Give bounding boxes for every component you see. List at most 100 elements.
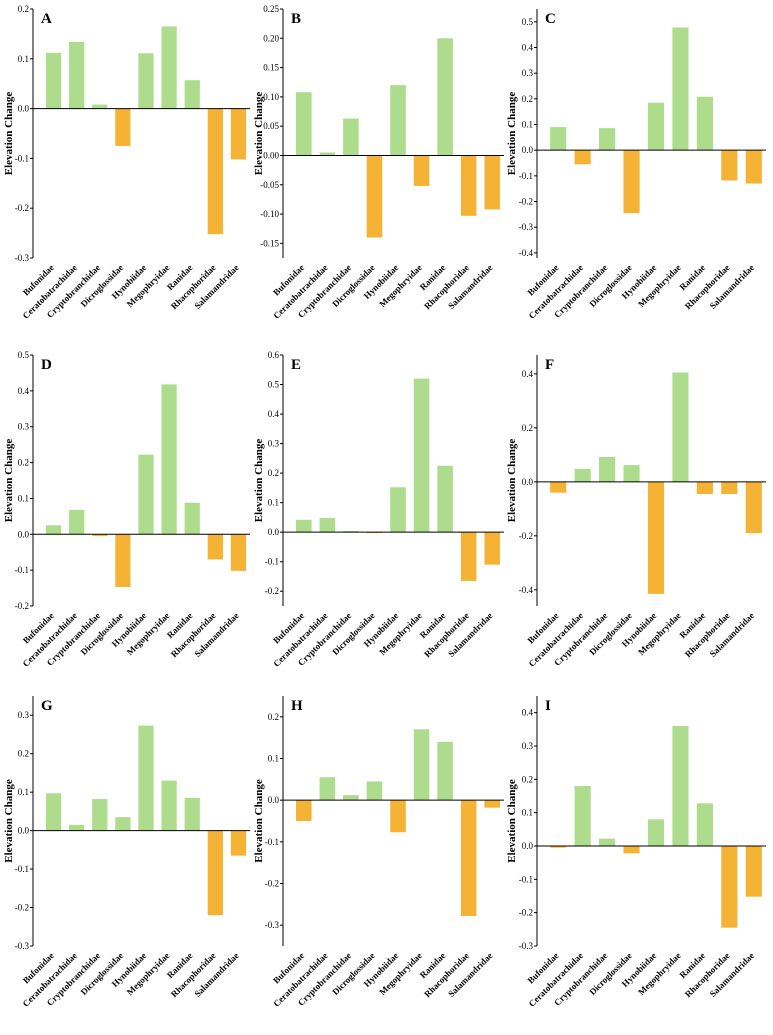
bar-H-ranidae — [437, 741, 453, 801]
bar-C-ranidae — [696, 96, 713, 151]
bar-A-cryptobranchidae — [92, 104, 108, 109]
y-tick-label: 0.3 — [268, 439, 280, 449]
y-tick-label: -0.2 — [519, 531, 533, 541]
bar-F-hynobiidae — [647, 481, 665, 594]
y-tick-label: 0.5 — [268, 380, 280, 390]
bar-E-ranidae — [437, 465, 453, 533]
bar-A-rhacophoridae — [207, 108, 223, 235]
y-tick-label: 0.2 — [18, 749, 29, 759]
bar-H-dicroglossidae — [366, 781, 383, 801]
bar-G-hynobiidae — [138, 725, 154, 831]
bar-A-ranidae — [184, 80, 200, 109]
y-tick-label: -0.1 — [15, 565, 29, 575]
y-tick-label: -0.2 — [519, 908, 533, 918]
bar-B-dicroglossidae — [366, 155, 383, 238]
y-tick-label: 0.1 — [18, 787, 29, 797]
y-axis-label: Elevation Change — [253, 92, 265, 176]
bar-G-cryptobranchidae — [92, 799, 108, 831]
y-tick-label: 0.5 — [522, 17, 534, 27]
bar-C-dicroglossidae — [623, 150, 640, 214]
panel-C: BufonidaeCeratobatrachidaeCryptobranchid… — [506, 9, 766, 321]
bar-C-megophryidae — [672, 27, 689, 151]
bar-G-megophryidae — [161, 780, 177, 831]
bar-I-bufonidae — [550, 846, 567, 848]
panel-D: BufonidaeCeratobatrachidaeCryptobranchid… — [3, 350, 250, 669]
bar-F-bufonidae — [550, 481, 567, 493]
y-tick-label: 0.25 — [263, 4, 279, 14]
y-tick-label: 0.2 — [18, 4, 29, 14]
bar-F-rhacophoridae — [721, 481, 738, 494]
bar-F-ranidae — [696, 481, 713, 494]
bar-I-rhacophoridae — [721, 846, 738, 928]
bar-A-bufonidae — [45, 52, 62, 109]
y-tick-label: -0.2 — [15, 203, 29, 213]
bar-I-megophryidae — [672, 726, 689, 846]
bar-A-megophryidae — [161, 26, 177, 109]
bar-A-dicroglossidae — [115, 108, 131, 146]
y-axis-label: Elevation Change — [506, 779, 518, 863]
panel-letter: C — [545, 11, 556, 27]
bar-C-salamandridae — [745, 150, 762, 184]
y-tick-label: 0.0 — [522, 841, 534, 851]
y-tick-label: -0.3 — [15, 253, 30, 263]
y-tick-label: 0.6 — [268, 350, 280, 360]
y-axis-label: Elevation Change — [506, 439, 518, 523]
bar-I-hynobiidae — [647, 819, 665, 846]
bar-I-cryptobranchidae — [599, 838, 616, 846]
bar-F-ceratobatrachidae — [574, 468, 591, 482]
y-tick-label: 0.05 — [263, 121, 279, 131]
bar-D-rhacophoridae — [207, 534, 223, 560]
bar-D-hynobiidae — [138, 454, 154, 535]
bar-D-megophryidae — [161, 384, 177, 535]
bar-C-bufonidae — [550, 127, 567, 151]
y-tick-label: -0.3 — [265, 920, 280, 930]
y-axis-label: Elevation Change — [3, 439, 15, 523]
bar-H-megophryidae — [413, 729, 430, 801]
bar-E-rhacophoridae — [460, 532, 477, 581]
bar-H-ceratobatrachidae — [319, 777, 336, 801]
y-tick-label: -0.2 — [265, 879, 279, 889]
bar-B-ranidae — [437, 38, 453, 156]
bar-E-bufonidae — [296, 519, 312, 533]
bar-H-bufonidae — [296, 800, 312, 821]
bar-H-rhacophoridae — [460, 800, 477, 916]
bar-D-dicroglossidae — [115, 534, 131, 587]
bar-D-cryptobranchidae — [92, 534, 108, 537]
panel-E: BufonidaeCeratobatrachidaeCryptobranchid… — [253, 350, 504, 669]
y-tick-label: 0.2 — [268, 468, 279, 478]
panel-H: BufonidaeCeratobatrachidaeCryptobranchid… — [253, 696, 504, 1009]
y-tick-label: 0.2 — [522, 774, 533, 784]
y-tick-label: 0.0 — [18, 104, 30, 114]
bar-E-ceratobatrachidae — [319, 518, 336, 533]
bar-F-dicroglossidae — [623, 465, 640, 482]
bar-A-salamandridae — [230, 108, 247, 160]
y-axis-label: Elevation Change — [253, 439, 265, 523]
panel-letter: F — [545, 357, 554, 373]
panel-letter: H — [291, 698, 303, 714]
bar-E-megophryidae — [413, 378, 430, 533]
y-tick-label: -0.2 — [519, 197, 533, 207]
bar-B-hynobiidae — [390, 85, 406, 156]
y-tick-label: 0.0 — [268, 527, 280, 537]
y-tick-label: -0.15 — [260, 238, 279, 248]
y-tick-label: -0.3 — [519, 941, 534, 951]
y-tick-label: 0.4 — [18, 386, 30, 396]
bar-I-dicroglossidae — [623, 846, 640, 854]
bar-B-cryptobranchidae — [343, 118, 359, 156]
y-tick-label: -0.4 — [519, 248, 534, 258]
panel-letter: G — [41, 698, 53, 714]
bar-B-bufonidae — [296, 92, 312, 156]
bar-G-salamandridae — [230, 830, 247, 856]
panel-letter: B — [291, 11, 301, 27]
y-axis-label: Elevation Change — [253, 779, 265, 863]
panel-letter: A — [41, 11, 52, 27]
y-tick-label: -0.2 — [15, 601, 29, 611]
bar-B-ceratobatrachidae — [319, 152, 336, 156]
bar-G-dicroglossidae — [115, 817, 131, 831]
y-tick-label: 0.2 — [18, 458, 29, 468]
y-tick-label: -0.3 — [519, 222, 534, 232]
y-tick-label: 0.3 — [18, 710, 30, 720]
panel-I: BufonidaeCeratobatrachidaeCryptobranchid… — [506, 696, 766, 1009]
bar-I-ranidae — [696, 803, 713, 846]
bar-E-salamandridae — [484, 532, 500, 565]
